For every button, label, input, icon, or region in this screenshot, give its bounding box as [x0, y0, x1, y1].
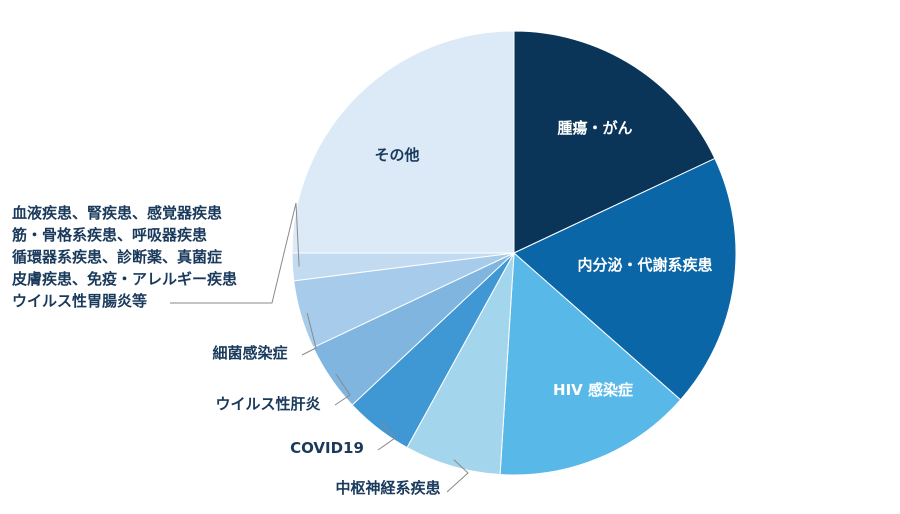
pie-slices [291, 30, 737, 476]
pie-slice-other [291, 30, 515, 254]
slice-label-cns: 中枢神経系疾患 [335, 479, 440, 497]
slice-label-misc-group: 血液疾患、腎疾患、感覚器疾患 筋・骨格系疾患、呼吸器疾患 循環器系疾患、診断薬、… [11, 204, 237, 310]
misc-label-line-4: 皮膚疾患、免疫・アレルギー疾患 [12, 270, 237, 288]
leader-line-misc [170, 202, 300, 304]
slice-label-endocrine: 内分泌・代謝系疾患 [577, 256, 712, 274]
slice-label-other: その他 [374, 146, 419, 164]
misc-label-line-3: 循環器系疾患、診断薬、真菌症 [12, 248, 222, 266]
slice-label-bacterial: 細菌感染症 [212, 344, 287, 362]
leader-lines [170, 202, 469, 493]
slice-label-viral-hepatitis: ウイルス性肝炎 [215, 395, 320, 413]
slice-label-tumor: 腫瘍・がん [557, 119, 632, 137]
misc-label-line-2: 筋・骨格系疾患、呼吸器疾患 [11, 226, 207, 244]
pie-slice-endocrine [513, 157, 737, 401]
leader-line-cns [446, 459, 469, 493]
leader-line-covid19 [377, 422, 396, 451]
leader-line-viral-hepatitis [334, 373, 351, 406]
pie-slice-hiv [499, 251, 682, 476]
pie-slice-tumor [513, 30, 716, 254]
misc-label-line-1: 血液疾患、腎疾患、感覚器疾患 [12, 204, 222, 222]
misc-label-line-5: ウイルス性胃腸炎等 [12, 292, 147, 310]
leader-line-bacterial [301, 312, 317, 356]
slice-label-hiv: HIV 感染症 [553, 381, 633, 399]
slice-label-covid19: COVID19 [290, 439, 364, 457]
